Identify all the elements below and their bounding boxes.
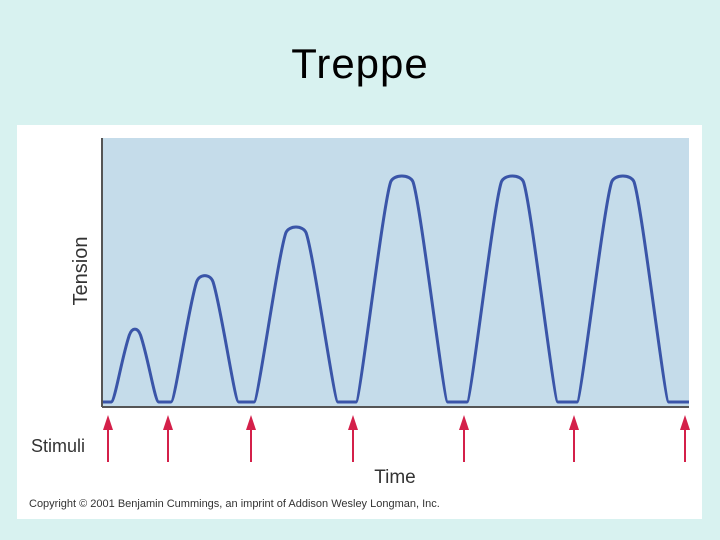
- tension-trace: [103, 174, 689, 404]
- slide-title: Treppe: [291, 40, 429, 87]
- treppe-figure-svg: Tension Stimuli Time Copyright © 2001 Be…: [29, 138, 690, 510]
- treppe-figure: Tension Stimuli Time Copyright © 2001 Be…: [17, 125, 702, 519]
- stimulus-arrow: [680, 415, 690, 462]
- stimulus-arrow: [103, 415, 113, 462]
- stimulus-arrow: [246, 415, 256, 462]
- y-axis-label: Tension: [70, 237, 92, 306]
- stimulus-arrow: [163, 415, 173, 462]
- copyright-text: Copyright © 2001 Benjamin Cummings, an i…: [29, 498, 440, 510]
- stimulus-arrow: [348, 415, 358, 462]
- stimuli-label: Stimuli: [31, 436, 85, 456]
- stimulus-arrow: [459, 415, 469, 462]
- stimulus-arrows: [103, 415, 690, 462]
- x-axis-label: Time: [374, 467, 416, 488]
- stimulus-arrow: [569, 415, 579, 462]
- plot-area: [102, 138, 689, 407]
